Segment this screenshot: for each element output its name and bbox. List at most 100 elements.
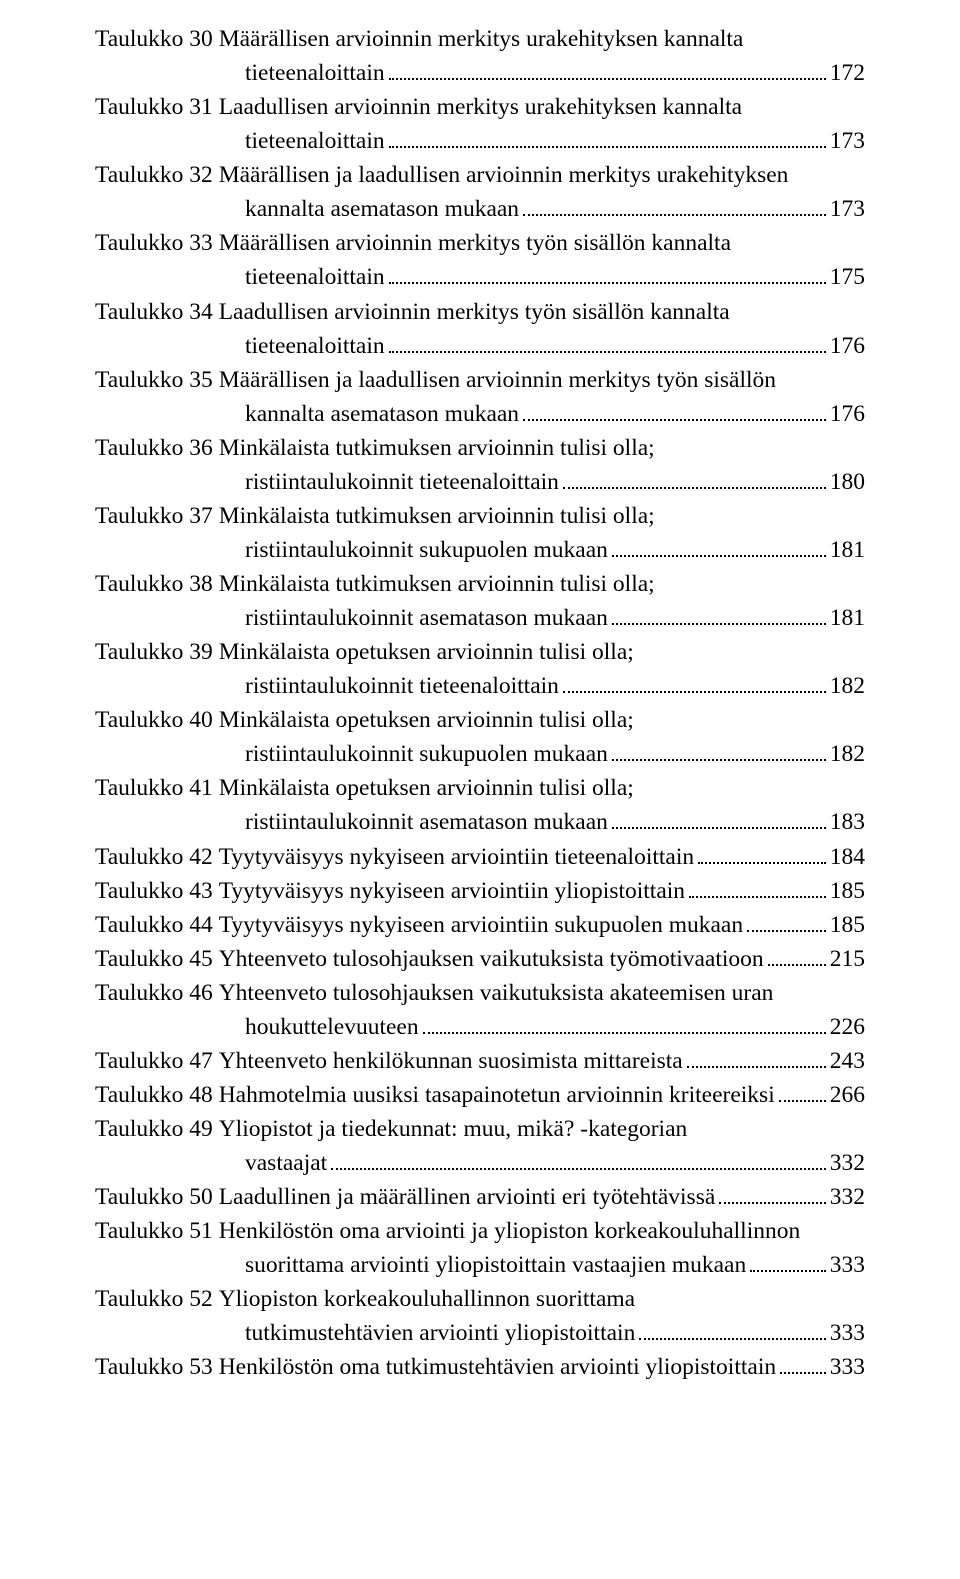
toc-prefix: Taulukko 47 <box>95 1044 219 1078</box>
toc-prefix: Taulukko 46 <box>95 976 219 1010</box>
toc-text: tieteenaloittain <box>245 124 385 158</box>
toc-text: Minkälaista tutkimuksen arvioinnin tulis… <box>219 567 655 601</box>
toc-page-number: 175 <box>830 260 865 294</box>
toc-line: ristiintaulukoinnit tieteenaloittain180 <box>95 465 865 499</box>
toc-page-number: 226 <box>830 1010 865 1044</box>
toc-text: Henkilöstön oma tutkimustehtävien arvioi… <box>219 1350 776 1384</box>
toc-page-number: 332 <box>830 1146 865 1180</box>
toc-line: Taulukko 42 Tyytyväisyys nykyiseen arvio… <box>95 840 865 874</box>
toc-text: ristiintaulukoinnit sukupuolen mukaan <box>245 737 608 771</box>
toc-line: Taulukko 39 Minkälaista opetuksen arvioi… <box>95 635 865 669</box>
toc-text: suorittama arviointi yliopistoittain vas… <box>245 1248 746 1282</box>
toc-prefix: Taulukko 51 <box>95 1214 219 1248</box>
toc-text: Minkälaista tutkimuksen arvioinnin tulis… <box>219 499 655 533</box>
toc-page-number: 182 <box>830 737 865 771</box>
toc-text: tieteenaloittain <box>245 329 385 363</box>
toc-line: ristiintaulukoinnit sukupuolen mukaan 182 <box>95 737 865 771</box>
toc-text: ristiintaulukoinnit tieteenaloittain <box>245 669 559 703</box>
toc-entry: Taulukko 53 Henkilöstön oma tutkimusteht… <box>95 1350 865 1384</box>
toc-line: Taulukko 45 Yhteenveto tulosohjauksen va… <box>95 942 865 976</box>
toc-entry: Taulukko 41 Minkälaista opetuksen arvioi… <box>95 771 865 839</box>
toc-leader-dots <box>687 1066 826 1068</box>
toc-entry: Taulukko 47 Yhteenveto henkilökunnan suo… <box>95 1044 865 1078</box>
toc-page-number: 172 <box>830 56 865 90</box>
toc-entry: Taulukko 30 Määrällisen arvioinnin merki… <box>95 22 865 90</box>
toc-page-number: 182 <box>830 669 865 703</box>
toc-line: ristiintaulukoinnit sukupuolen mukaan181 <box>95 533 865 567</box>
toc-line: Taulukko 37 Minkälaista tutkimuksen arvi… <box>95 499 865 533</box>
toc-line: Taulukko 53 Henkilöstön oma tutkimusteht… <box>95 1350 865 1384</box>
toc-text: tieteenaloittain <box>245 56 385 90</box>
toc-page-number: 173 <box>830 124 865 158</box>
toc-leader-dots <box>747 930 826 932</box>
toc-text: Määrällisen arvioinnin merkitys työn sis… <box>219 226 731 260</box>
toc-line: vastaajat332 <box>95 1146 865 1180</box>
toc-leader-dots <box>639 1338 825 1340</box>
toc-leader-dots <box>563 691 826 693</box>
toc-text: Minkälaista opetuksen arvioinnin tulisi … <box>219 703 634 737</box>
toc-page-number: 180 <box>830 465 865 499</box>
toc-line: ristiintaulukoinnit tieteenaloittain 182 <box>95 669 865 703</box>
toc-line: Taulukko 50 Laadullinen ja määrällinen a… <box>95 1180 865 1214</box>
toc-prefix: Taulukko 48 <box>95 1078 219 1112</box>
toc-text: Tyytyväisyys nykyiseen arviointiin yliop… <box>219 874 685 908</box>
toc-line: ristiintaulukoinnit asematason mukaan183 <box>95 805 865 839</box>
toc-page-number: 333 <box>830 1350 865 1384</box>
toc-line: tieteenaloittain 173 <box>95 124 865 158</box>
toc-page-number: 173 <box>830 192 865 226</box>
toc-text: Yhteenveto tulosohjauksen vaikutuksista … <box>219 942 764 976</box>
toc-page-number: 184 <box>830 840 865 874</box>
toc-prefix: Taulukko 39 <box>95 635 219 669</box>
toc-text: Tyytyväisyys nykyiseen arviointiin tiete… <box>219 840 694 874</box>
toc-page-number: 185 <box>830 874 865 908</box>
toc-leader-dots <box>523 419 826 421</box>
toc-entry: Taulukko 52 Yliopiston korkeakouluhallin… <box>95 1282 865 1350</box>
toc-line: Taulukko 38 Minkälaista tutkimuksen arvi… <box>95 567 865 601</box>
toc-text: Yhteenveto tulosohjauksen vaikutuksista … <box>219 976 774 1010</box>
toc-entry: Taulukko 34 Laadullisen arvioinnin merki… <box>95 295 865 363</box>
toc-page-number: 176 <box>830 397 865 431</box>
toc-line: Taulukko 52 Yliopiston korkeakouluhallin… <box>95 1282 865 1316</box>
toc-prefix: Taulukko 41 <box>95 771 219 805</box>
toc-prefix: Taulukko 42 <box>95 840 219 874</box>
toc-page-number: 181 <box>830 533 865 567</box>
toc-entry: Taulukko 49 Yliopistot ja tiedekunnat: m… <box>95 1112 865 1180</box>
toc-page-number: 183 <box>830 805 865 839</box>
toc-line: Taulukko 30 Määrällisen arvioinnin merki… <box>95 22 865 56</box>
toc-line: tutkimustehtävien arviointi yliopistoitt… <box>95 1316 865 1350</box>
toc-page-number: 332 <box>830 1180 865 1214</box>
toc-text: Laadullinen ja määrällinen arviointi eri… <box>219 1180 716 1214</box>
toc-leader-dots <box>389 146 826 148</box>
toc-text: Hahmotelmia uusiksi tasapainotetun arvio… <box>219 1078 775 1112</box>
toc-leader-dots <box>423 1032 826 1034</box>
toc-leader-dots <box>331 1168 826 1170</box>
toc-text: Minkälaista opetuksen arvioinnin tulisi … <box>219 635 634 669</box>
toc-prefix: Taulukko 36 <box>95 431 219 465</box>
toc-leader-dots <box>389 351 826 353</box>
toc-text: houkuttelevuuteen <box>245 1010 419 1044</box>
toc-line: tieteenaloittain 172 <box>95 56 865 90</box>
toc-entry: Taulukko 46 Yhteenveto tulosohjauksen va… <box>95 976 865 1044</box>
toc-text: kannalta asematason mukaan <box>245 397 519 431</box>
toc-leader-dots <box>780 1372 826 1374</box>
toc-entry: Taulukko 44 Tyytyväisyys nykyiseen arvio… <box>95 908 865 942</box>
toc-leader-dots <box>523 214 826 216</box>
toc-text: Henkilöstön oma arviointi ja yliopiston … <box>219 1214 801 1248</box>
toc-text: Minkälaista opetuksen arvioinnin tulisi … <box>219 771 634 805</box>
toc-leader-dots <box>750 1270 826 1272</box>
toc-line: kannalta asematason mukaan 176 <box>95 397 865 431</box>
toc-entry: Taulukko 51 Henkilöstön oma arviointi ja… <box>95 1214 865 1282</box>
toc-prefix: Taulukko 43 <box>95 874 219 908</box>
toc-page-number: 243 <box>830 1044 865 1078</box>
toc-text: Yhteenveto henkilökunnan suosimista mitt… <box>219 1044 683 1078</box>
toc-leader-dots <box>719 1202 825 1204</box>
toc-line: Taulukko 41 Minkälaista opetuksen arvioi… <box>95 771 865 805</box>
toc-prefix: Taulukko 52 <box>95 1282 219 1316</box>
toc-entry: Taulukko 31 Laadullisen arvioinnin merki… <box>95 90 865 158</box>
toc-page-number: 215 <box>830 942 865 976</box>
toc-page-number: 333 <box>830 1248 865 1282</box>
toc-prefix: Taulukko 35 <box>95 363 219 397</box>
toc-line: kannalta asematason mukaan173 <box>95 192 865 226</box>
toc-line: Taulukko 31 Laadullisen arvioinnin merki… <box>95 90 865 124</box>
toc-entry: Taulukko 43 Tyytyväisyys nykyiseen arvio… <box>95 874 865 908</box>
